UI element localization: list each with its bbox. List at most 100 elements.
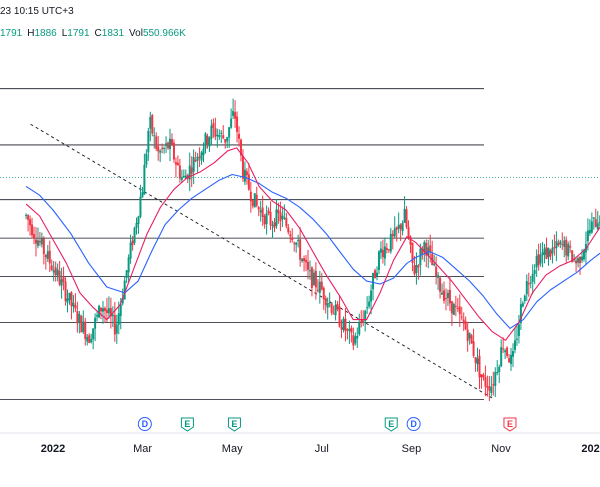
candle <box>52 261 55 282</box>
candle <box>92 328 95 350</box>
candle <box>592 217 595 230</box>
candle <box>403 196 406 224</box>
event-marker-e[interactable]: E <box>180 417 194 432</box>
candle <box>72 294 75 313</box>
candle <box>543 243 546 264</box>
candle <box>31 217 34 239</box>
candle <box>419 243 422 276</box>
candle <box>500 339 503 368</box>
candle <box>184 169 187 180</box>
candle <box>539 243 542 267</box>
candle <box>50 259 53 272</box>
candle <box>579 256 582 275</box>
candle <box>133 226 136 245</box>
candle <box>348 320 351 344</box>
candle <box>533 263 536 285</box>
candle <box>346 328 349 340</box>
candle <box>413 256 416 276</box>
candle <box>263 214 266 229</box>
candle <box>103 306 106 323</box>
candle <box>559 239 562 249</box>
event-marker-label: E <box>507 419 513 429</box>
candle <box>291 228 294 243</box>
candle <box>490 375 493 397</box>
candle <box>443 281 446 304</box>
candle <box>344 307 347 342</box>
candle <box>565 236 568 264</box>
candle <box>360 310 363 328</box>
candle <box>517 315 520 344</box>
candle <box>180 169 183 183</box>
candle <box>312 269 315 286</box>
candle <box>332 305 335 315</box>
time-axis[interactable]: 2022 Mar May Jul Sep Nov 202 <box>0 432 600 455</box>
candle <box>569 240 572 253</box>
candle <box>206 133 209 149</box>
candle <box>372 272 375 301</box>
candle <box>421 245 424 260</box>
candle <box>44 253 47 270</box>
candle <box>86 333 89 346</box>
candle <box>512 343 515 367</box>
candle <box>444 288 447 311</box>
candle <box>239 138 242 162</box>
candle <box>478 349 481 390</box>
candle <box>216 128 219 148</box>
candle <box>253 193 256 208</box>
candle <box>492 371 495 396</box>
candle <box>111 306 114 328</box>
candle <box>356 327 359 348</box>
candle <box>88 333 91 343</box>
event-marker-e[interactable]: E <box>384 417 398 432</box>
candle <box>192 149 195 184</box>
candle <box>281 206 284 228</box>
event-marker-label: E <box>388 419 394 429</box>
candle <box>383 237 386 266</box>
candle <box>510 347 513 371</box>
candle <box>307 249 310 280</box>
candle <box>452 302 455 316</box>
candle <box>40 232 43 248</box>
candle <box>58 261 61 287</box>
candle <box>178 158 181 183</box>
candle <box>472 328 475 358</box>
candle <box>322 286 325 311</box>
candle <box>70 291 73 320</box>
candle <box>82 310 85 334</box>
candle <box>397 212 400 234</box>
candle <box>513 327 516 354</box>
candle <box>474 356 477 372</box>
trendline[interactable] <box>30 123 493 399</box>
candle <box>330 302 333 316</box>
candle <box>170 133 173 147</box>
candle <box>90 333 93 344</box>
event-marker-label: E <box>231 419 237 429</box>
event-marker-label: D <box>410 419 417 429</box>
candle <box>188 152 191 192</box>
candle <box>226 136 229 148</box>
candle <box>98 304 101 319</box>
candle <box>379 241 382 260</box>
time-axis-tick-label: Nov <box>491 443 511 455</box>
candle <box>105 297 108 323</box>
candle <box>247 163 250 191</box>
candle <box>198 147 201 168</box>
event-marker-d[interactable]: D <box>137 417 152 431</box>
candle <box>316 279 319 293</box>
candle <box>33 226 36 245</box>
candle <box>466 321 469 352</box>
candle <box>234 100 237 128</box>
event-marker-d[interactable]: D <box>406 417 421 431</box>
candle <box>157 135 160 161</box>
candle <box>310 266 313 297</box>
candle <box>137 215 140 234</box>
event-marker-e[interactable]: E <box>503 417 517 432</box>
ohlc-volume-value: 550.966K <box>142 28 186 39</box>
candle <box>450 300 453 326</box>
event-marker-e[interactable]: E <box>227 417 241 432</box>
candle <box>68 292 71 305</box>
candle <box>437 272 440 290</box>
candle <box>277 202 280 224</box>
